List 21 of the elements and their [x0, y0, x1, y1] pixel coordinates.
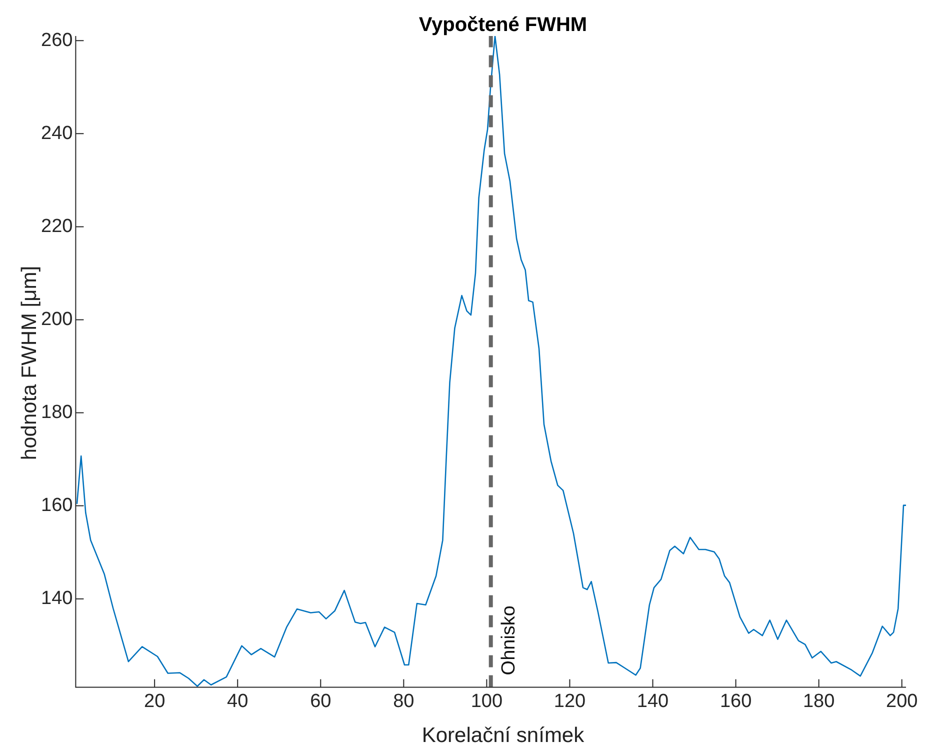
y-tick-label: 180	[41, 402, 73, 423]
y-axis-title: hodnota FWHM [μm]	[18, 266, 42, 460]
x-axis-title: Korelační snímek	[420, 724, 586, 748]
y-tick-label: 220	[41, 216, 73, 237]
x-tick-label: 160	[720, 690, 752, 712]
x-tick-label: 20	[144, 690, 166, 712]
x-tick-label: 180	[802, 690, 835, 712]
y-tick-label: 240	[41, 122, 73, 144]
x-tick-label: 100	[470, 690, 503, 712]
y-tick-label: 160	[41, 495, 73, 516]
chart-title: Vypočtené FWHM	[418, 14, 588, 37]
x-tick-label: 140	[636, 690, 669, 712]
x-tick-label: 120	[554, 690, 586, 712]
x-tick-label: 40	[227, 690, 248, 712]
y-tick-label: 260	[41, 30, 73, 51]
y-tick-label: 140	[41, 588, 73, 610]
y-tick-label: 200	[41, 308, 73, 330]
x-tick-label: 60	[310, 690, 332, 712]
x-tick-label: 80	[393, 690, 414, 712]
ref-line-label: Ohnisko	[498, 605, 520, 676]
x-tick-label: 200	[886, 690, 918, 712]
